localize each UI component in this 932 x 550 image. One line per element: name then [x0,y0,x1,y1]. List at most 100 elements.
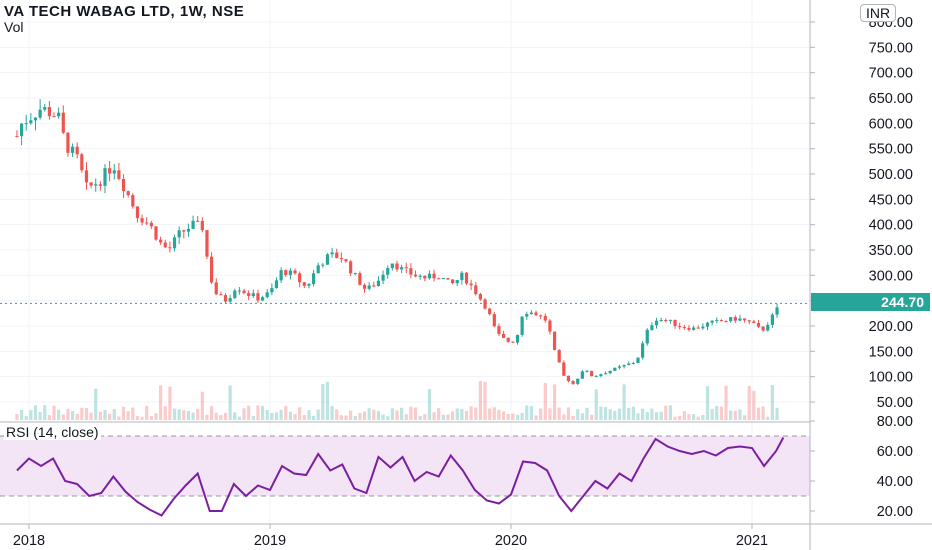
candle-body [719,320,724,322]
volume-bar [43,405,47,420]
candle-body [603,373,608,375]
volume-bar [362,411,367,420]
price-tick-label: 100.00 [869,370,913,386]
volume-bar [274,412,279,420]
volume-bar [237,416,242,420]
candle-body [293,270,297,274]
time-axis: 2018 2019 2020 2021 [13,524,768,549]
candle-body [251,293,255,297]
candle-body [196,220,200,222]
rsi-tick-label: 40.00 [877,474,913,490]
volume-bar [163,406,167,420]
price-grid [0,0,810,524]
candle-body [205,230,209,257]
candle-body [210,256,214,283]
candle-body [488,308,492,315]
volume-bar [594,389,598,420]
currency-badge[interactable]: INR [860,4,897,22]
candle-body [186,228,191,232]
volume-bar [112,409,116,420]
volume-bar [534,415,538,420]
candle-body [464,272,469,284]
volume-bar [349,410,353,420]
candle-body [451,279,455,284]
candle-body [19,123,24,137]
price-axis: 50.00100.00150.00200.00250.00300.00350.0… [810,15,913,411]
candle-body [47,107,51,117]
volume-bar [353,416,357,420]
rsi-label: RSI (14, close) [4,424,101,440]
candle-body [367,285,371,289]
volume-bar [186,410,191,420]
volume-bar [372,409,376,420]
volume-bar [650,408,654,420]
candle-body [131,195,135,207]
candle-body [33,117,38,121]
candle-body [316,265,320,274]
volume-bar [108,413,112,420]
volume-bar [84,408,89,420]
candle-body [664,319,668,321]
candle-body [219,294,223,296]
candle-body [265,292,269,298]
volume-bar [469,406,473,420]
candle-body [260,297,265,301]
volume-bar [562,414,566,420]
volume-bar [223,413,228,420]
volume-bar [182,410,186,420]
candle-body [455,280,459,284]
candle-body [627,363,631,366]
candle-body [29,120,33,124]
volume-bar [400,407,404,420]
price-tick-label: 450.00 [869,192,913,208]
volume-bar [325,381,330,420]
volume-bar [539,408,543,420]
candle-body [163,242,167,248]
candle-body [613,367,617,371]
candle-body [437,278,441,280]
candle-body [747,320,751,322]
candle-body [608,370,612,374]
volume-bar [608,409,612,420]
candle-body [682,327,686,329]
volume-bar [335,409,339,420]
volume-bar [339,415,343,420]
volume-bar [159,385,163,420]
price-tick-label: 600.00 [869,116,913,132]
candle-body [724,321,728,323]
candle-body [552,331,557,351]
volume-bar [47,415,51,420]
volume-bar [121,406,126,420]
candle-body [284,270,288,276]
volume-bar [478,380,483,420]
volume-bar [260,405,265,420]
candle-body [692,327,696,330]
volume-bar [423,414,427,420]
volume-bar [446,414,450,420]
volume-bar [580,413,584,420]
candle-body [182,230,186,232]
volume-bar [140,416,144,420]
rsi-tick-label: 80.00 [877,414,913,430]
candle-body [135,206,140,219]
volume-bar [664,405,668,420]
volume-bar [742,415,747,420]
candle-body [172,237,177,249]
candle-body [15,136,19,137]
volume-bar [418,415,422,420]
candle-body [580,371,584,379]
volume-bar [617,408,622,420]
candle-body [274,280,279,289]
volume-bar [293,414,297,420]
price-tick-label: 350.00 [869,243,913,259]
rsi-line [16,437,785,517]
candle-body [529,312,533,315]
last-price-tag: 244.70 [811,293,930,312]
volume-bar [464,410,469,420]
candle-body [566,375,571,382]
volume-bar [52,405,56,420]
volume-bar [307,410,311,420]
volume-bar [214,412,218,420]
volume-bar [70,411,75,420]
candle-body [492,314,496,327]
